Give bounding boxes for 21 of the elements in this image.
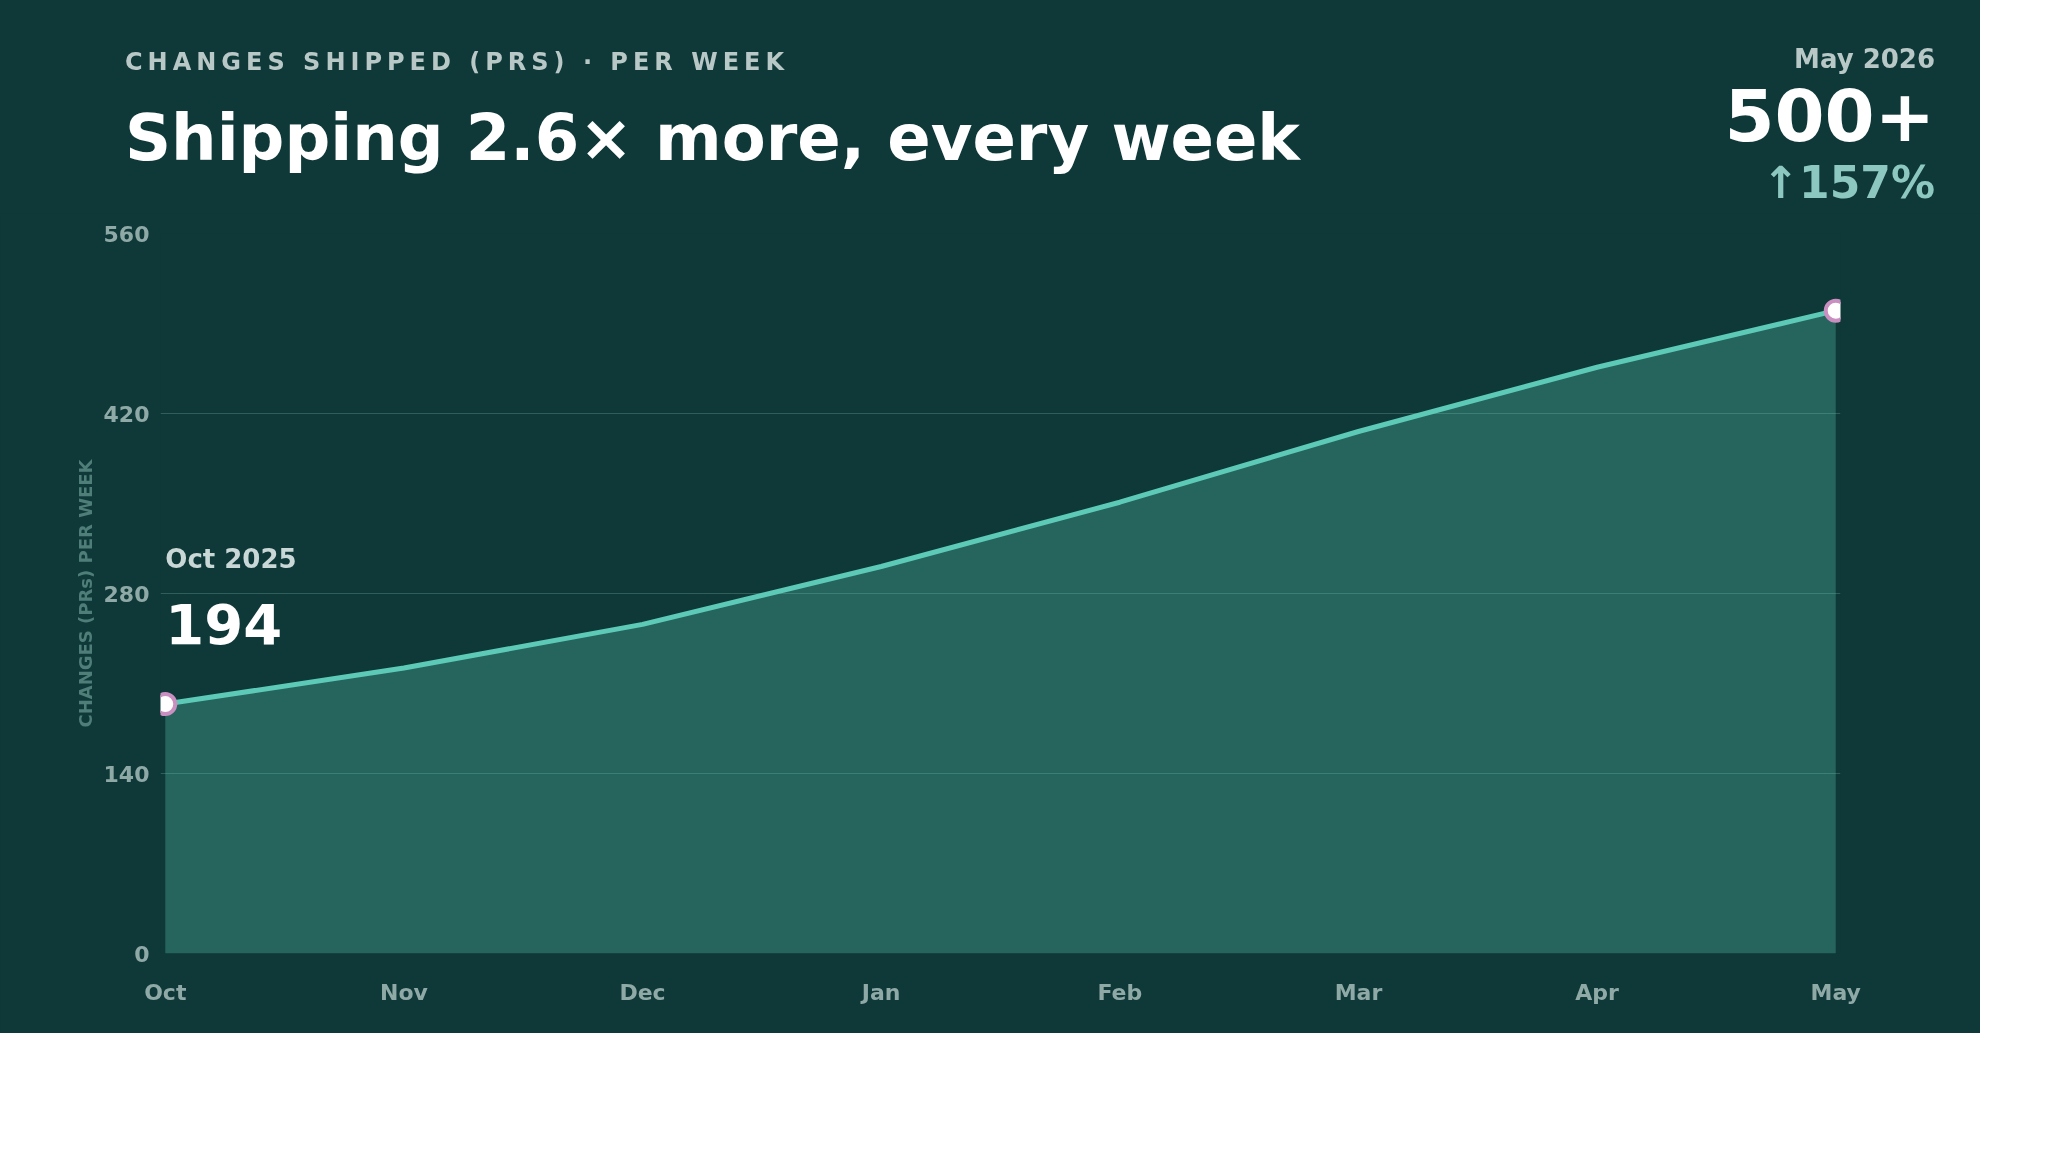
text: ↑157% (1761, 156, 1935, 209)
x-tick-label: May (1810, 979, 1861, 1005)
x-tick-label: Mar (1334, 979, 1383, 1005)
y-tick-label: 420 (103, 401, 150, 427)
text: May 2026 (1793, 44, 1935, 75)
x-tick-label: Nov (379, 979, 429, 1005)
y-tick-label: 280 (103, 581, 150, 607)
chart-title: Shipping 2.6× more, every week (125, 100, 1300, 178)
x-tick-label: Feb (1097, 979, 1143, 1005)
y-tick-label: 140 (103, 761, 150, 787)
x-tick-label: Apr (1575, 979, 1620, 1005)
x-tick-label: Oct (144, 979, 187, 1005)
x-tick-label: Dec (619, 979, 666, 1005)
x-tick-label: Jan (859, 979, 901, 1005)
y-tick-label: 560 (103, 221, 150, 247)
y-tick-label: 0 (134, 941, 150, 967)
y-axis-title: CHANGES (PRs) PER WEEK (74, 458, 96, 728)
annotation: Oct 2025 (165, 544, 297, 575)
annotation: 194 (165, 592, 283, 658)
text: 500+ (1724, 73, 1935, 158)
chart-subtitle: CHANGES SHIPPED (PRS) · PER WEEK (125, 47, 791, 78)
